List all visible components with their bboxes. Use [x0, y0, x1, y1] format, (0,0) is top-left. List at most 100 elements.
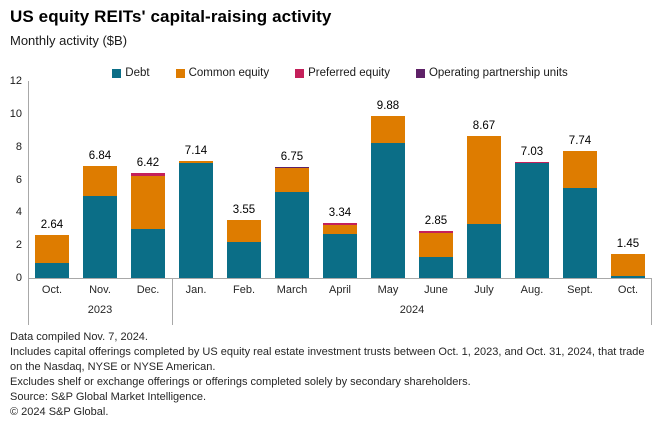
bar-segment-common-equity — [227, 219, 261, 242]
stacked-bar — [563, 150, 597, 278]
bar-slot: 3.34 — [316, 81, 364, 278]
bar-segment-common-equity — [83, 165, 117, 196]
x-axis-labels: Oct. Nov. Dec. Jan. Feb. March April May June Jul… — [28, 284, 652, 296]
year-divider-line — [172, 278, 173, 325]
bar-segment-debt — [563, 187, 597, 278]
stacked-bar — [131, 172, 165, 278]
x-axis-label: March — [276, 284, 308, 296]
footnote-source: Source: S&P Global Market Intelligence. — [10, 391, 207, 403]
bar-segment-debt — [515, 163, 549, 278]
bar-slot: 9.88 — [364, 81, 412, 278]
y-tick-label: 12 — [9, 75, 22, 87]
bar-segment-common-equity — [35, 234, 69, 263]
x-axis-label: Feb. — [232, 284, 255, 296]
legend-label: Debt — [125, 67, 150, 79]
x-axis-label: April — [328, 284, 351, 296]
legend-label: Common equity — [188, 67, 270, 79]
bar-slot: 7.74 — [556, 81, 604, 278]
bar-segment-preferred-equity — [419, 231, 453, 234]
stacked-bar — [419, 231, 453, 278]
legend-label: Operating partnership units — [428, 67, 568, 79]
bar-total-label: 9.88 — [376, 99, 400, 112]
chart-title: US equity REITs' capital-raising activit… — [10, 7, 332, 26]
stacked-bar — [467, 135, 501, 278]
y-tick-label: 8 — [15, 140, 22, 153]
bar-slot: 8.67 — [460, 81, 508, 278]
x-axis-label: Aug. — [520, 284, 544, 296]
stacked-bar — [611, 254, 645, 278]
bar-total-label: 6.84 — [88, 149, 112, 162]
year-labels: 2023 2024 — [28, 304, 652, 318]
legend-item-common-equity: Common equity — [175, 67, 270, 79]
legend-item-operating-partnership-units: Operating partnership units — [415, 67, 568, 79]
bar-slot: 6.42 — [124, 81, 172, 278]
y-tick-label: 10 — [9, 107, 22, 120]
legend-item-preferred-equity: Preferred equity — [295, 67, 390, 79]
bar-segment-common-equity — [611, 254, 645, 277]
bar-total-label: 6.75 — [280, 151, 304, 164]
footnotes: Data compiled Nov. 7, 2024. Includes cap… — [10, 330, 654, 420]
y-tick-label: 4 — [15, 206, 22, 219]
bar-segment-common-equity — [179, 160, 213, 164]
bar-total-label: 3.55 — [232, 203, 256, 216]
stacked-bar — [515, 162, 549, 278]
bar-slot: 2.64 — [28, 81, 76, 278]
bar-segment-debt — [323, 233, 357, 278]
bar-total-label: 2.64 — [40, 218, 64, 231]
bars-row: 2.64 6.84 6.42 7.14 3.55 6.75 3.34 9.88 2.85 8.67… — [28, 81, 652, 278]
x-axis-label: July — [474, 284, 494, 296]
y-axis: 0 2 4 6 8 10 12 — [0, 75, 22, 284]
year-label-2024: 2024 — [399, 304, 425, 316]
bar-segment-common-equity — [467, 135, 501, 224]
chart-subtitle: Monthly activity ($B) — [10, 33, 128, 48]
stacked-bar — [371, 115, 405, 278]
operating-partnership-units-swatch-icon — [415, 68, 425, 78]
x-axis-label: Nov. — [89, 284, 111, 296]
footnote-copyright: © 2024 S&P Global. — [10, 406, 109, 418]
bar-total-label: 6.42 — [136, 156, 160, 169]
bar-segment-preferred-equity — [131, 172, 165, 176]
bar-total-label: 7.03 — [520, 146, 544, 159]
bar-slot: 1.45 — [604, 81, 652, 278]
bar-total-label: 3.34 — [328, 207, 352, 220]
plot-right-line — [651, 278, 652, 325]
legend-label: Preferred equity — [308, 67, 390, 79]
bar-slot: 3.55 — [220, 81, 268, 278]
common-equity-swatch-icon — [175, 68, 185, 78]
bar-segment-debt — [227, 241, 261, 278]
bar-slot: 6.75 — [268, 81, 316, 278]
bar-segment-operating-partnership-units — [275, 167, 309, 169]
y-axis-line — [28, 81, 29, 325]
x-axis-label: May — [377, 284, 399, 296]
x-axis-label: Oct. — [617, 284, 639, 296]
bar-segment-common-equity — [275, 168, 309, 192]
stacked-bar — [323, 223, 357, 278]
bar-segment-debt — [419, 257, 453, 278]
x-axis-label: Dec. — [136, 284, 160, 296]
bar-segment-debt — [467, 223, 501, 278]
bar-segment-debt — [131, 228, 165, 278]
year-label-2023: 2023 — [87, 304, 113, 316]
y-tick-label: 0 — [15, 272, 22, 284]
bar-segment-common-equity — [371, 115, 405, 144]
bar-segment-debt — [83, 195, 117, 278]
bar-slot: 6.84 — [76, 81, 124, 278]
footnote-includes: Includes capital offerings completed by … — [10, 346, 645, 373]
preferred-equity-swatch-icon — [295, 68, 305, 78]
x-axis-label: Oct. — [41, 284, 63, 296]
bar-segment-common-equity — [323, 224, 357, 234]
stacked-bar — [83, 165, 117, 278]
x-axis-label: June — [424, 284, 448, 296]
x-axis-baseline — [28, 278, 652, 279]
bar-total-label: 2.85 — [424, 215, 448, 228]
bar-segment-preferred-equity — [323, 223, 357, 225]
plot-area: 2.64 6.84 6.42 7.14 3.55 6.75 3.34 9.88 2.85 8.67… — [28, 81, 652, 278]
bar-segment-common-equity — [419, 233, 453, 258]
bar-segment-preferred-equity — [515, 162, 549, 164]
bar-slot: 7.14 — [172, 81, 220, 278]
x-axis-label: Jan. — [185, 284, 207, 296]
bar-segment-debt — [179, 163, 213, 278]
y-tick-label: 2 — [15, 239, 22, 252]
bar-total-label: 8.67 — [472, 119, 496, 132]
